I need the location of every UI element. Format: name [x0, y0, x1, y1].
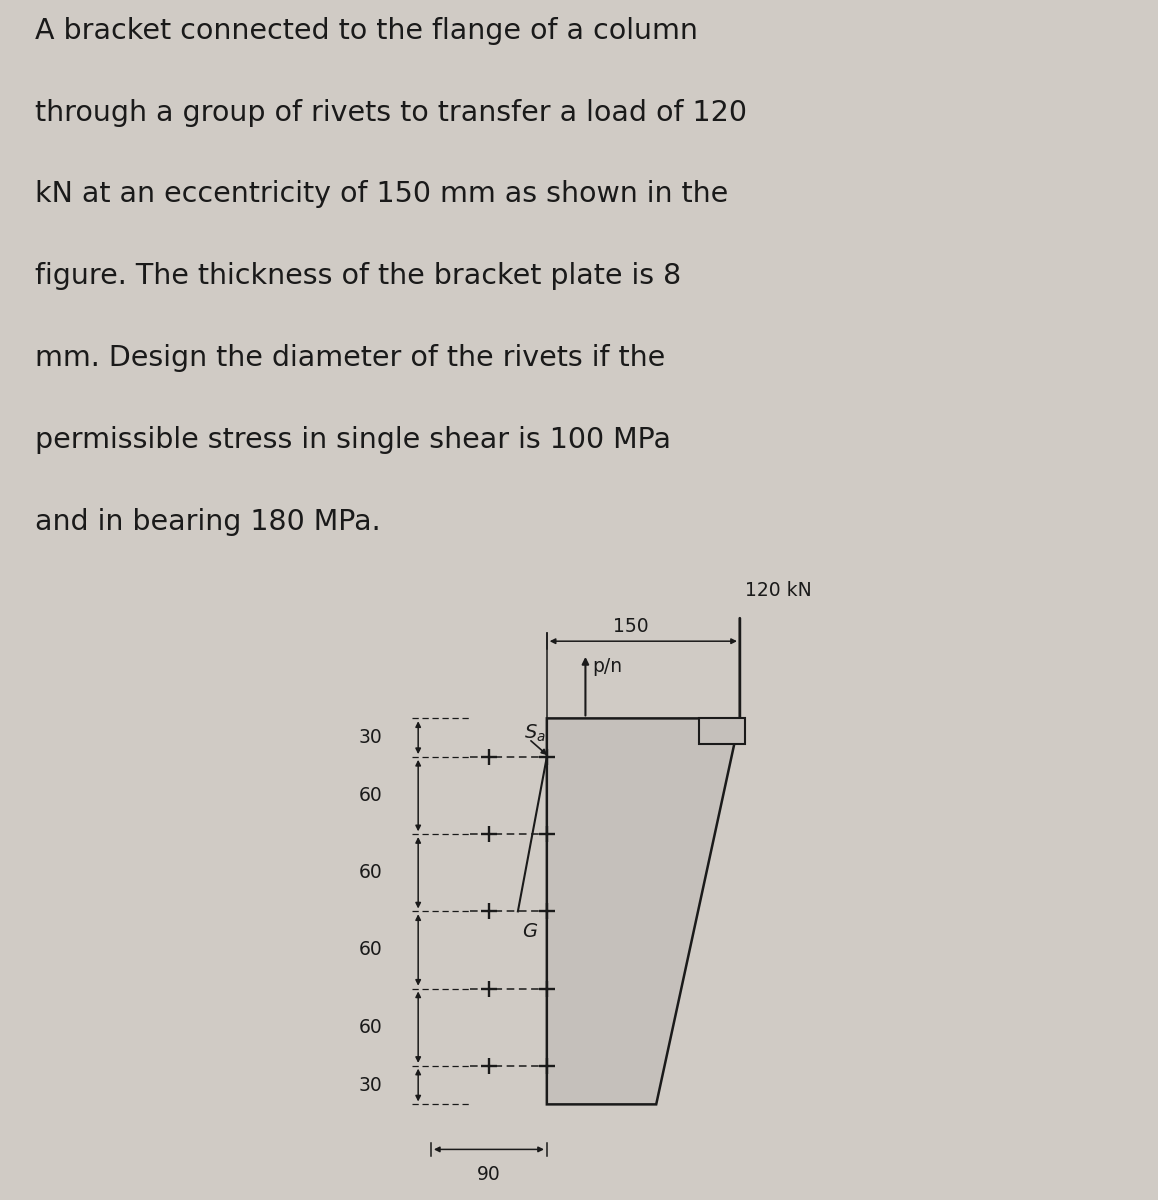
Text: 60: 60	[358, 1018, 382, 1037]
Text: and in bearing 180 MPa.: and in bearing 180 MPa.	[35, 508, 381, 535]
Text: 60: 60	[358, 786, 382, 805]
Text: kN at an eccentricity of 150 mm as shown in the: kN at an eccentricity of 150 mm as shown…	[35, 180, 728, 209]
Text: 30: 30	[358, 1075, 382, 1094]
Text: 120 kN: 120 kN	[745, 581, 812, 600]
Text: mm. Design the diameter of the rivets if the: mm. Design the diameter of the rivets if…	[35, 344, 665, 372]
Text: 30: 30	[358, 728, 382, 748]
Text: 90: 90	[477, 1165, 500, 1184]
Text: p/n: p/n	[592, 656, 622, 676]
Text: 60: 60	[358, 941, 382, 960]
Text: A bracket connected to the flange of a column: A bracket connected to the flange of a c…	[35, 17, 697, 44]
Text: through a group of rivets to transfer a load of 120: through a group of rivets to transfer a …	[35, 98, 747, 127]
Text: 150: 150	[613, 617, 648, 636]
Polygon shape	[547, 719, 740, 1104]
Text: figure. The thickness of the bracket plate is 8: figure. The thickness of the bracket pla…	[35, 263, 681, 290]
Text: $S_a$: $S_a$	[523, 724, 545, 744]
Bar	[698, 719, 745, 744]
Text: G: G	[522, 922, 537, 941]
Text: permissible stress in single shear is 100 MPa: permissible stress in single shear is 10…	[35, 426, 670, 454]
Text: 60: 60	[358, 863, 382, 882]
